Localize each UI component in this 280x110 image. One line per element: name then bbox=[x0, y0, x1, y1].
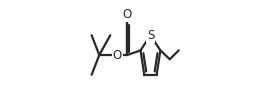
Text: O: O bbox=[123, 8, 132, 21]
Text: S: S bbox=[147, 29, 154, 42]
Text: O: O bbox=[113, 49, 122, 61]
